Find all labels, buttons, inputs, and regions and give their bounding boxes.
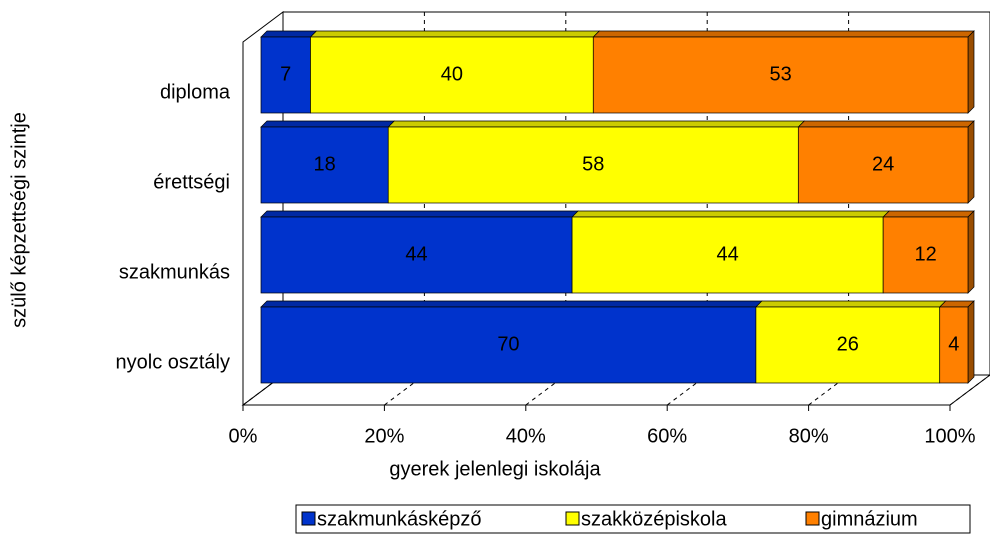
value-label: 53 [770, 63, 792, 85]
bar-top [592, 30, 975, 38]
bar-segment [882, 216, 969, 294]
bar-side [967, 120, 975, 204]
value-label: 12 [914, 243, 936, 265]
bar-side [967, 210, 975, 294]
legend-label: gimnázium [821, 508, 918, 530]
bar-top [387, 120, 806, 128]
x-tick-label: 0% [229, 425, 258, 447]
y-axis-label: szülő képzettségi szintje [8, 112, 30, 328]
bar-top [755, 300, 947, 308]
bar-segment [797, 126, 969, 204]
value-label: 18 [314, 153, 336, 175]
bar-top [797, 120, 975, 128]
value-label: 7 [280, 63, 291, 85]
value-label: 24 [872, 153, 894, 175]
value-label: 26 [837, 333, 859, 355]
legend-swatch [565, 511, 580, 526]
value-label: 40 [441, 63, 463, 85]
y-tick-label: szakmunkás [119, 261, 230, 283]
x-tick-label: 80% [789, 425, 829, 447]
x-tick-label: 40% [506, 425, 546, 447]
value-label: 44 [716, 243, 738, 265]
bar-side [967, 300, 975, 384]
bar-top [260, 210, 579, 218]
grid-line [949, 374, 990, 406]
value-label: 70 [497, 333, 519, 355]
bar-top [309, 30, 601, 38]
bar-top [882, 210, 975, 218]
x-tick-label: 100% [924, 425, 975, 447]
value-label: 58 [582, 153, 604, 175]
bar-top [260, 300, 763, 308]
bar-top [260, 30, 318, 38]
y-tick-label: nyolc osztály [116, 351, 231, 373]
value-label: 44 [405, 243, 427, 265]
bar-segment [571, 216, 884, 294]
bar-segment [939, 306, 969, 384]
legend-swatch [301, 511, 316, 526]
x-tick-label: 20% [364, 425, 404, 447]
bar-top [260, 120, 396, 128]
bar-segment [260, 306, 757, 384]
x-tick-label: 60% [647, 425, 687, 447]
legend-swatch [805, 511, 820, 526]
y-tick-label: diploma [160, 81, 231, 103]
legend-box [295, 504, 971, 534]
x-axis-label: gyerek jelenlegi iskolája [389, 458, 601, 480]
bar-segment [387, 126, 799, 204]
bar-segment [260, 126, 389, 204]
bar-top [571, 210, 891, 218]
bar-segment [755, 306, 941, 384]
bar-side [967, 30, 975, 114]
bar-segment [592, 36, 969, 114]
legend-label: szakközépiskola [581, 508, 728, 530]
value-label: 4 [948, 333, 959, 355]
legend-label: szakmunkásképző [317, 508, 482, 530]
y-tick-label: érettségi [153, 171, 230, 193]
